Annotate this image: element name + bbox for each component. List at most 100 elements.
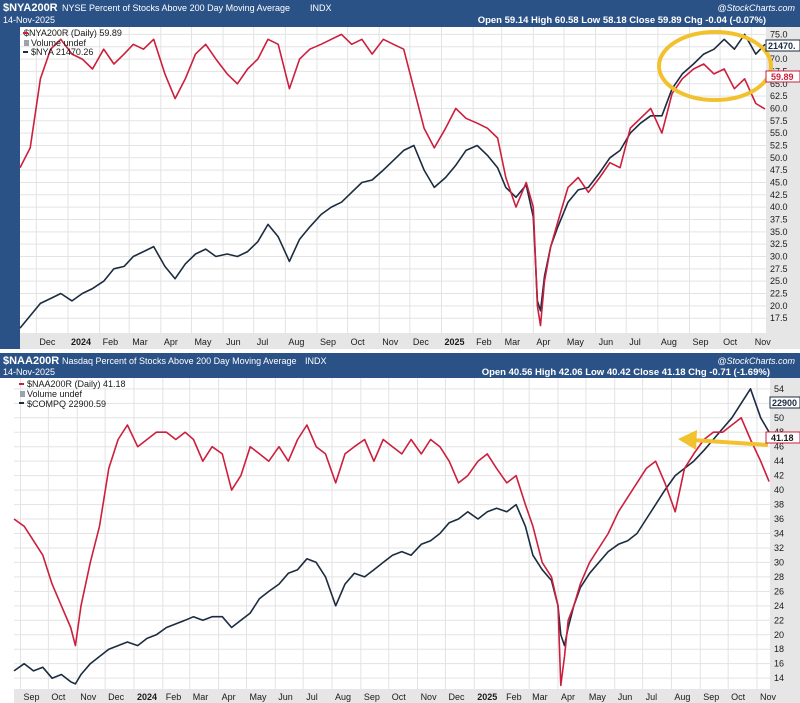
- nasdaq-last-tag-overlay: [769, 396, 800, 409]
- nasdaq-x-tick-label: 2025: [477, 692, 497, 702]
- nyse-x-tick-label: Dec: [39, 337, 56, 347]
- nyse-y-tick-label: 32.5: [770, 239, 788, 249]
- nyse-x-tick-label: 2025: [444, 337, 464, 347]
- nasdaq-y-tick-label: 36: [774, 514, 784, 524]
- nyse-legend-volume: Volume undef: [31, 38, 87, 48]
- nasdaq-series-compq: [13, 387, 770, 685]
- nyse-ticks: 17.5 20.0 22.5 25.0 27.5 30.0 32.5 35.0 37.5 40.0…: [39, 29, 787, 347]
- nasdaq-x-tick-label: Oct: [731, 692, 746, 702]
- nyse-series-nya: [19, 33, 766, 329]
- nasdaq-chart-description: Nasdaq Percent of Stocks Above 200 Day M…: [62, 356, 296, 366]
- nasdaq-last-tag-primary: [765, 431, 800, 444]
- nasdaq-x-tick-label: Oct: [392, 692, 407, 702]
- nasdaq-chart-exchange: INDX: [305, 356, 327, 366]
- nyse-x-tick-label: Nov: [755, 337, 772, 347]
- nyse-y-tick-label: 75.0: [770, 29, 788, 39]
- nyse-y-tick-label: 35.0: [770, 227, 788, 237]
- nasdaq-grid: [14, 378, 770, 689]
- nasdaq-x-tick-label: Nov: [421, 692, 438, 702]
- nyse-x-tick-label: Jun: [226, 337, 241, 347]
- nasdaq-x-tick-label: May: [589, 692, 607, 702]
- nasdaq-x-tick-label: Mar: [532, 692, 548, 702]
- nasdaq-y-tick-label: 50: [774, 413, 784, 423]
- nyse-x-tick-label: Dec: [413, 337, 430, 347]
- nasdaq-y-tick-label: 18: [774, 644, 784, 654]
- nyse-x-axis-strip: [20, 333, 800, 349]
- nyse-y-tick-label: 37.5: [770, 214, 788, 224]
- nyse-last-tag-overlay-text: 21470.: [768, 41, 796, 51]
- nasdaq-x-tick-label: Jun: [618, 692, 633, 702]
- nasdaq-x-tick-label: Aug: [674, 692, 690, 702]
- nasdaq-x-tick-label: Jun: [278, 692, 293, 702]
- nasdaq-chart-header-bar: [0, 353, 800, 378]
- nyse-x-tick-label: May: [567, 337, 585, 347]
- nyse-last-tag-primary-text: 59.89: [771, 72, 794, 82]
- nyse-y-tick-label: 30.0: [770, 252, 788, 262]
- nasdaq-x-tick-label: Apr: [561, 692, 575, 702]
- nasdaq-x-tick-label: Dec: [108, 692, 125, 702]
- nyse-y-tick-label: 40.0: [770, 202, 788, 212]
- nasdaq-y-tick-label: 38: [774, 500, 784, 510]
- nasdaq-y-tick-label: 24: [774, 601, 784, 611]
- nasdaq-x-axis-strip: [14, 689, 800, 703]
- nasdaq-y-tick-label: 44: [774, 456, 784, 466]
- nyse-x-tick-label: Nov: [382, 337, 399, 347]
- nyse-x-tick-label: Apr: [536, 337, 550, 347]
- nasdaq-x-tick-label: Mar: [193, 692, 209, 702]
- nasdaq-legend-volume: Volume undef: [27, 389, 83, 399]
- nyse-x-tick-label: Feb: [476, 337, 492, 347]
- nasdaq-x-tick-label: Aug: [335, 692, 351, 702]
- nyse-x-tick-label: Oct: [351, 337, 366, 347]
- nasdaq-y-tick-label: 54: [774, 384, 784, 394]
- nyse-plot-area: [20, 27, 766, 333]
- nasdaq-legend-primary: $NAA200R (Daily) 41.18: [27, 379, 126, 389]
- nyse-y-tick-label: 55.0: [770, 128, 788, 138]
- nasdaq-x-tick-label: Nov: [80, 692, 97, 702]
- nyse-y-tick-label: 50.0: [770, 153, 788, 163]
- nasdaq-y-tick-label: 26: [774, 586, 784, 596]
- nasdaq-chart-date: 14-Nov-2025: [3, 367, 55, 377]
- nyse-chart-symbol: $NYA200R: [3, 2, 58, 14]
- nyse-chart-date: 14-Nov-2025: [3, 15, 55, 25]
- nyse-y-tick-label: 62.5: [770, 91, 788, 101]
- nyse-y-tick-label: 70.0: [770, 54, 788, 64]
- nyse-x-tick-label: Apr: [164, 337, 178, 347]
- nyse-legend-swatch-volume: [24, 40, 29, 46]
- nyse-chart-watermark: @StockCharts.com: [717, 3, 795, 13]
- nasdaq-x-tick-label: Jul: [306, 692, 318, 702]
- nasdaq-x-tick-label: Apr: [222, 692, 236, 702]
- nyse-x-tick-label: Aug: [288, 337, 304, 347]
- nasdaq-last-tag-primary-text: 41.18: [771, 433, 794, 443]
- nyse-y-tick-label: 60.0: [770, 103, 788, 113]
- nasdaq-series-naa200r: [13, 416, 770, 687]
- nasdaq-x-tick-label: Feb: [166, 692, 182, 702]
- nyse-left-strip: [0, 27, 20, 349]
- nyse-y-tick-label: 22.5: [770, 289, 788, 299]
- nasdaq-y-tick-label: 30: [774, 557, 784, 567]
- nasdaq-y-tick-label: 14: [774, 673, 784, 683]
- nasdaq-x-tick-label: Jul: [646, 692, 658, 702]
- nasdaq-legend-swatch-volume: [20, 391, 25, 397]
- nasdaq-x-tick-label: Feb: [506, 692, 522, 702]
- nyse-x-tick-label: Aug: [661, 337, 677, 347]
- nyse-last-tag-overlay: [765, 39, 800, 52]
- nasdaq-chart-symbol: $NAA200R: [3, 355, 59, 367]
- nasdaq-y-tick-label: 40: [774, 485, 784, 495]
- nasdaq-y-axis-strip: [770, 378, 800, 689]
- nyse-legend-overlay: $NYA 21470.26: [31, 47, 93, 57]
- nasdaq-last-tag-overlay-text: 22900: [772, 398, 797, 408]
- nyse-y-tick-label: 20.0: [770, 301, 788, 311]
- nyse-chart-description: NYSE Percent of Stocks Above 200 Day Mov…: [62, 3, 290, 13]
- nyse-x-tick-label: May: [194, 337, 212, 347]
- nasdaq-y-tick-label: 28: [774, 572, 784, 582]
- nasdaq-y-tick-label: 42: [774, 471, 784, 481]
- nasdaq-x-tick-label: Oct: [51, 692, 66, 702]
- nasdaq-y-tick-label: 20: [774, 630, 784, 640]
- nyse-series: [19, 33, 766, 329]
- nyse-y-tick-label: 27.5: [770, 264, 788, 274]
- nyse-y-tick-label: 25.0: [770, 276, 788, 286]
- nasdaq-chart-watermark: @StockCharts.com: [717, 356, 795, 366]
- nyse-y-tick-label: 47.5: [770, 165, 788, 175]
- nyse-chart-header-bar: [0, 0, 800, 27]
